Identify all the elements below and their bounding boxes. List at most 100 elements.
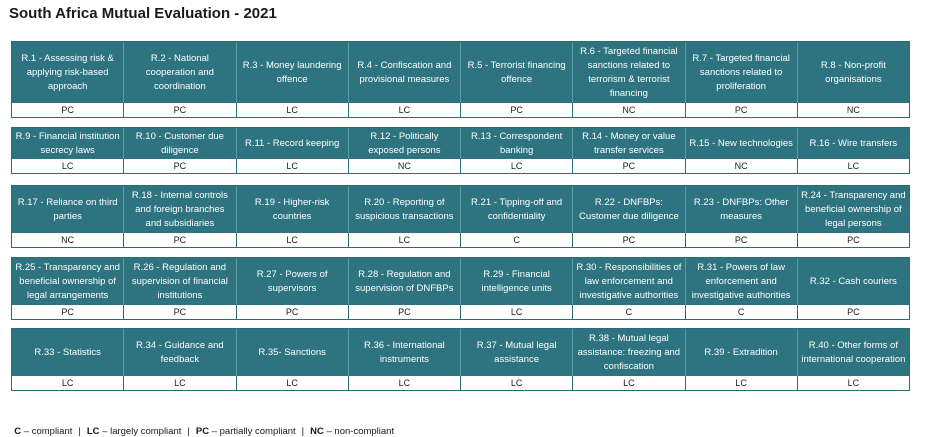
rating-value: PC bbox=[237, 305, 349, 319]
rating-value: LC bbox=[124, 376, 237, 390]
rating-value: LC bbox=[461, 159, 574, 173]
recommendation-header-row: R.17 - Reliance on third parties R.18 - I… bbox=[12, 186, 909, 233]
rating-value: C bbox=[686, 305, 798, 319]
recommendation-label: R.37 - Mutual legal assistance bbox=[461, 329, 574, 376]
recommendation-label: R.26 - Regulation and supervision of fin… bbox=[124, 258, 237, 305]
rating-value: PC bbox=[686, 103, 798, 117]
rating-value: PC bbox=[847, 307, 860, 317]
rating-value: PC bbox=[12, 103, 125, 117]
rating-value: PC bbox=[124, 103, 237, 117]
recommendation-header-row: R.25 - Transparency and beneficial owner… bbox=[12, 258, 909, 305]
rating-value: LC bbox=[237, 233, 349, 247]
rating-value: NC bbox=[686, 159, 798, 173]
recommendation-block: R.33 - Statistics R.34 - Guidance and fee… bbox=[11, 328, 910, 391]
rating-value: LC bbox=[349, 376, 461, 390]
recommendation-header-row: R.1 - Assessing risk & applying risk-bas… bbox=[12, 42, 909, 103]
rating-row: PC PC PC PC LC C C PC bbox=[12, 305, 909, 319]
legend-text-c: – compliant bbox=[21, 426, 73, 437]
recommendation-label: R.11 - Record keeping bbox=[237, 128, 349, 159]
legend-text-nc: – non-compliant bbox=[323, 426, 395, 437]
recommendation-label: R.39 - Extradition bbox=[686, 329, 798, 376]
legend-code-nc: NC bbox=[310, 426, 324, 437]
recommendation-label: R.34 - Guidance and feedback bbox=[124, 329, 237, 376]
legend-separator: | bbox=[301, 426, 305, 437]
rating-value: NC bbox=[12, 233, 125, 247]
recommendation-label: R.29 - Financial intelligence units bbox=[461, 258, 574, 305]
recommendation-label: R.22 - DNFBPs: Customer due diligence bbox=[573, 186, 686, 233]
recommendation-block: R.1 - Assessing risk & applying risk-bas… bbox=[11, 41, 910, 118]
recommendation-label: R.12 - Politically exposed persons bbox=[349, 128, 461, 159]
legend-code-pc: PC bbox=[195, 426, 210, 437]
recommendation-label: R.13 - Correspondent banking bbox=[461, 128, 574, 159]
legend-code-c: C bbox=[14, 426, 22, 437]
legend-text-lc: – largely compliant bbox=[99, 426, 182, 437]
recommendation-label: R.5 - Terrorist financing offence bbox=[461, 42, 574, 103]
recommendation-label: R.10 - Customer due diligence bbox=[124, 128, 237, 159]
recommendation-label: R.7 - Targeted financial sanctions relat… bbox=[686, 42, 798, 103]
rating-value: LC bbox=[237, 159, 349, 173]
recommendation-label: R.30 - Responsibilities of law enforceme… bbox=[573, 258, 686, 305]
rating-value: PC bbox=[124, 233, 237, 247]
recommendation-block: R.25 - Transparency and beneficial owner… bbox=[11, 257, 910, 320]
recommendation-label: R.17 - Reliance on third parties bbox=[12, 186, 125, 233]
recommendation-label: R.4 - Confiscation and provisional measu… bbox=[349, 42, 461, 103]
rating-value: LC bbox=[12, 376, 125, 390]
recommendation-label: R.27 - Powers of supervisors bbox=[237, 258, 349, 305]
recommendation-label: R.25 - Transparency and beneficial owner… bbox=[12, 258, 125, 305]
recommendation-label: R.31 - Powers of law enforcement and inv… bbox=[686, 258, 798, 305]
recommendation-label: R.14 - Money or value transfer services bbox=[573, 128, 686, 159]
recommendation-label: R.35- Sanctions bbox=[237, 329, 349, 376]
rating-value: LC bbox=[237, 103, 349, 117]
rating-value: LC bbox=[349, 233, 461, 247]
recommendation-label: R.9 - Financial institution secrecy laws bbox=[12, 128, 125, 159]
rating-value: LC bbox=[349, 103, 461, 117]
rating-legend: C – compliant | LC – largely compliant | PC … bbox=[9, 415, 394, 437]
recommendation-block: R.9 - Financial institution secrecy laws… bbox=[11, 127, 910, 174]
recommendation-label: R.16 - Wire transfers bbox=[809, 137, 898, 149]
rating-row: LC PC LC NC LC PC NC LC bbox=[12, 159, 909, 173]
recommendation-label: R.8 - Non-profit organisations bbox=[820, 59, 886, 85]
recommendation-label: R.3 - Money laundering offence bbox=[237, 42, 349, 103]
rating-row: LC LC LC LC LC LC LC LC bbox=[12, 376, 909, 390]
rating-value: C bbox=[461, 233, 574, 247]
recommendation-label: R.24 - Transparency and beneficial owner… bbox=[801, 189, 906, 229]
rating-value: PC bbox=[847, 235, 860, 245]
legend-code-lc: LC bbox=[86, 426, 100, 437]
recommendation-label: R.32 - Cash couriers bbox=[809, 275, 897, 287]
rating-row: PC PC LC LC PC NC PC NC bbox=[12, 103, 909, 117]
recommendation-label: R.28 - Regulation and supervision of DNF… bbox=[349, 258, 461, 305]
rating-value: PC bbox=[686, 233, 798, 247]
recommendation-label: R.23 - DNFBPs: Other measures bbox=[686, 186, 798, 233]
rating-value: NC bbox=[846, 105, 860, 115]
page-title: South Africa Mutual Evaluation - 2021 bbox=[9, 5, 277, 22]
recommendation-label: R.38 - Mutual legal assistance: freezing… bbox=[573, 329, 686, 376]
recommendation-label: R.2 - National cooperation and coordinat… bbox=[124, 42, 237, 103]
recommendation-label: R.20 - Reporting of suspicious transacti… bbox=[349, 186, 461, 233]
recommendation-block: R.17 - Reliance on third parties R.18 - I… bbox=[11, 185, 910, 248]
rating-value: LC bbox=[686, 376, 798, 390]
recommendation-label: R.21 - Tipping-off and confidentiality bbox=[461, 186, 574, 233]
rating-value: LC bbox=[237, 376, 349, 390]
recommendation-label: R.18 - Internal controls and foreign bra… bbox=[124, 186, 237, 233]
rating-value: LC bbox=[847, 161, 860, 171]
recommendation-label: R.40 - Other forms of international coop… bbox=[801, 339, 906, 365]
rating-value: C bbox=[573, 305, 686, 319]
rating-value: LC bbox=[12, 159, 125, 173]
rating-value: NC bbox=[573, 103, 686, 117]
recommendation-label: R.15 - New technologies bbox=[686, 128, 798, 159]
rating-value: PC bbox=[124, 305, 237, 319]
rating-value: LC bbox=[461, 305, 574, 319]
rating-value: PC bbox=[573, 233, 686, 247]
rating-value: PC bbox=[124, 159, 237, 173]
legend-text-pc: – partially compliant bbox=[209, 426, 296, 437]
legend-separator: | bbox=[78, 426, 81, 437]
rating-value: PC bbox=[349, 305, 461, 319]
recommendation-label: R.33 - Statistics bbox=[12, 329, 125, 376]
recommendation-label: R.19 - Higher-risk countries bbox=[237, 186, 349, 233]
legend-separator: | bbox=[187, 426, 190, 437]
recommendation-label: R.6 - Targeted financial sanctions relat… bbox=[573, 42, 686, 103]
rating-value: LC bbox=[847, 378, 860, 388]
rating-value: NC bbox=[349, 159, 461, 173]
recommendation-label: R.1 - Assessing risk & applying risk-bas… bbox=[12, 42, 125, 103]
rating-value: LC bbox=[573, 376, 686, 390]
